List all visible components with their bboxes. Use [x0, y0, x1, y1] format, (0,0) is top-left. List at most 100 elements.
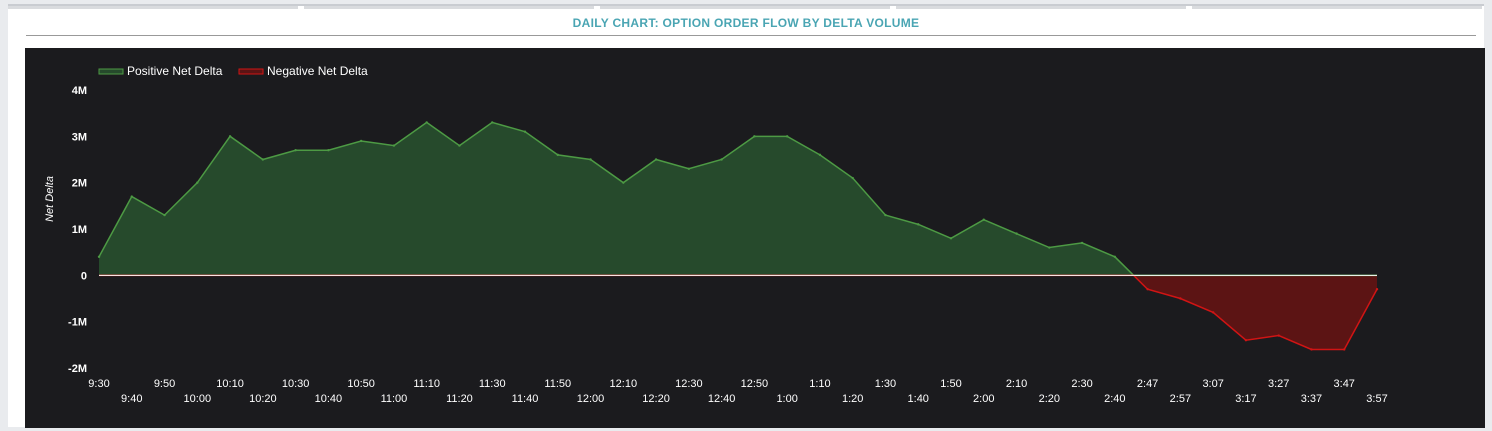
x-tick-label: 2:10: [1006, 378, 1027, 390]
data-point-10:10: [228, 135, 232, 138]
data-point-3:57: [1375, 288, 1379, 291]
data-point-12:40: [720, 158, 723, 161]
y-tick-label: 0: [81, 270, 87, 282]
data-point-1:50: [949, 237, 953, 240]
x-tick-label: 3:37: [1301, 393, 1322, 405]
x-tick-label: 11:40: [512, 393, 539, 405]
x-tick-label: 10:20: [249, 393, 277, 405]
data-point-12:10: [622, 181, 625, 184]
data-point-10:30: [294, 149, 297, 152]
x-tick-label: 12:30: [675, 378, 703, 390]
y-tick-label: -2M: [68, 363, 87, 375]
tab-strip-segment: [304, 6, 594, 9]
data-point-12:50: [753, 135, 756, 138]
data-point-12:00: [589, 158, 592, 161]
net-delta-chart: 4M 3M 2M 1M 0 -1M -2M Net Delta 9:30 9:50 10:10 10:…: [25, 48, 1485, 428]
chart-title: DAILY CHART: OPTION ORDER FLOW BY DELTA …: [572, 16, 920, 30]
data-point-10:20: [261, 158, 265, 161]
y-tick-label: 3M: [72, 131, 87, 143]
x-tick-label: 12:40: [708, 393, 736, 405]
data-point-2:00: [982, 218, 985, 221]
data-point-2:30: [1080, 241, 1084, 245]
tab-strip-segment: [896, 6, 1186, 9]
data-point-11:20: [458, 144, 461, 147]
x-tick-label: 10:40: [315, 393, 343, 405]
data-point-11:00: [392, 144, 396, 147]
tab-strip-segment: [600, 6, 890, 9]
data-point-2:20: [1048, 246, 1051, 249]
x-tick-label: 11:10: [413, 378, 440, 390]
x-tick-label: 1:30: [875, 378, 896, 390]
y-tick-label: 1M: [72, 224, 87, 236]
data-point-1:40: [917, 223, 920, 226]
data-point-2:57: [1179, 297, 1182, 300]
data-point-1:10: [818, 153, 822, 157]
x-tick-label: 3:47: [1334, 378, 1355, 390]
data-point-10:00: [196, 181, 199, 184]
x-tick-label: 3:57: [1366, 393, 1387, 405]
x-tick-label: 1:10: [809, 378, 830, 390]
data-point-1:30: [884, 213, 887, 217]
x-tick-label: 2:40: [1104, 393, 1125, 405]
legend-item-1: Negative Net Delta: [238, 64, 368, 78]
data-point-11:40: [523, 130, 527, 133]
x-tick-label: 11:50: [544, 378, 571, 390]
x-tick-label: 12:50: [741, 378, 769, 390]
x-tick-label: 3:17: [1235, 393, 1256, 405]
data-point-11:30: [491, 121, 494, 124]
x-tick-label: 11:00: [381, 393, 408, 405]
x-tick-label: 2:47: [1137, 378, 1158, 390]
x-tick-label: 12:00: [577, 393, 605, 405]
x-tick-label: 10:30: [282, 378, 310, 390]
chart-panel: DAILY CHART: OPTION ORDER FLOW BY DELTA …: [8, 4, 1485, 428]
x-tick-label: 12:10: [610, 378, 638, 390]
data-point-3:47: [1343, 348, 1346, 351]
title-divider: [26, 35, 1476, 36]
legend-swatch: [98, 68, 124, 75]
negative-area: [99, 275, 1377, 350]
data-point-11:50: [556, 153, 559, 157]
x-tick-label: 3:27: [1268, 378, 1289, 390]
x-tick-label: 11:20: [446, 393, 473, 405]
y-tick-label: 4M: [72, 85, 87, 97]
tab-strip-segment: [8, 6, 298, 9]
data-point-10:40: [327, 149, 330, 152]
data-point-9:40: [130, 195, 133, 198]
y-axis-label: Net Delta: [44, 176, 56, 222]
x-tick-label: 1:00: [776, 393, 797, 405]
x-tick-label: 9:50: [154, 378, 175, 390]
data-point-12:30: [687, 167, 691, 170]
x-tick-label: 12:20: [642, 393, 670, 405]
x-tick-label: 9:30: [88, 378, 109, 390]
data-point-3:27: [1277, 334, 1280, 337]
x-tick-label: 9:40: [121, 393, 142, 405]
tab-strip-segment: [1192, 6, 1482, 9]
x-tick-label: 10:10: [216, 378, 244, 390]
data-point-2:47: [1146, 288, 1149, 291]
x-tick-label: 2:20: [1039, 393, 1060, 405]
data-point-10:50: [359, 139, 363, 143]
x-tick-label: 11:30: [479, 378, 506, 390]
x-tick-label: 10:50: [347, 378, 375, 390]
x-tick-label: 2:00: [973, 393, 994, 405]
x-tick-label: 2:30: [1071, 378, 1092, 390]
data-point-1:20: [851, 176, 854, 180]
data-point-12:20: [654, 158, 658, 161]
positive-area: [99, 122, 1377, 276]
chart-area: 4M 3M 2M 1M 0 -1M -2M Net Delta 9:30 9:50 10:10 10:…: [25, 48, 1485, 428]
x-tick-label: 1:40: [908, 393, 929, 405]
legend-item-0: Positive Net Delta: [98, 64, 223, 78]
x-tick-label: 2:57: [1170, 393, 1191, 405]
legend-swatch: [238, 68, 264, 75]
data-point-3:07: [1211, 311, 1215, 314]
data-point-1:00: [785, 135, 789, 138]
y-tick-label: -1M: [68, 317, 87, 329]
legend-label: Positive Net Delta: [127, 64, 223, 78]
legend-label: Negative Net Delta: [267, 64, 368, 78]
x-tick-label: 10:00: [184, 393, 212, 405]
data-point-2:10: [1015, 232, 1018, 235]
x-tick-label: 1:20: [842, 393, 863, 405]
data-point-11:10: [425, 121, 428, 124]
x-tick-label: 1:50: [940, 378, 961, 390]
data-point-3:37: [1310, 348, 1313, 351]
